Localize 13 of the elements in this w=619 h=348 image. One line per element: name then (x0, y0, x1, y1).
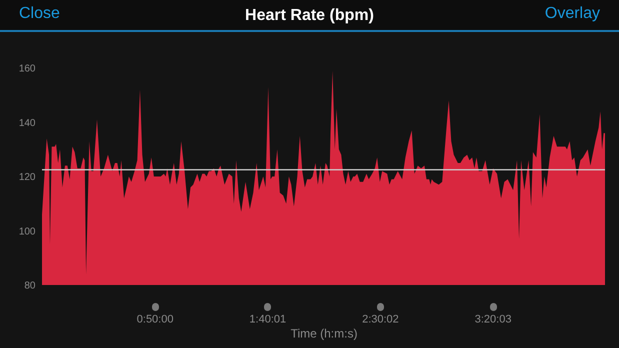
x-axis-title: Time (h:m:s) (290, 326, 358, 340)
x-tick-label: 1:40:01 (249, 314, 286, 326)
y-tick-label: 120 (18, 172, 36, 183)
x-tick-label: 0:50:00 (136, 314, 174, 326)
x-tick-label: 2:30:02 (362, 314, 399, 326)
chart-title: Heart Rate (bpm) (245, 7, 374, 24)
y-tick-label: 100 (18, 226, 36, 238)
y-tick-label: 160 (18, 64, 36, 74)
x-tick-label: 3:20:03 (474, 314, 512, 326)
y-tick-label: 80 (24, 280, 36, 292)
text: Overlay (544, 5, 600, 23)
y-tick-label: 140 (18, 118, 36, 129)
text: Close (19, 5, 60, 23)
